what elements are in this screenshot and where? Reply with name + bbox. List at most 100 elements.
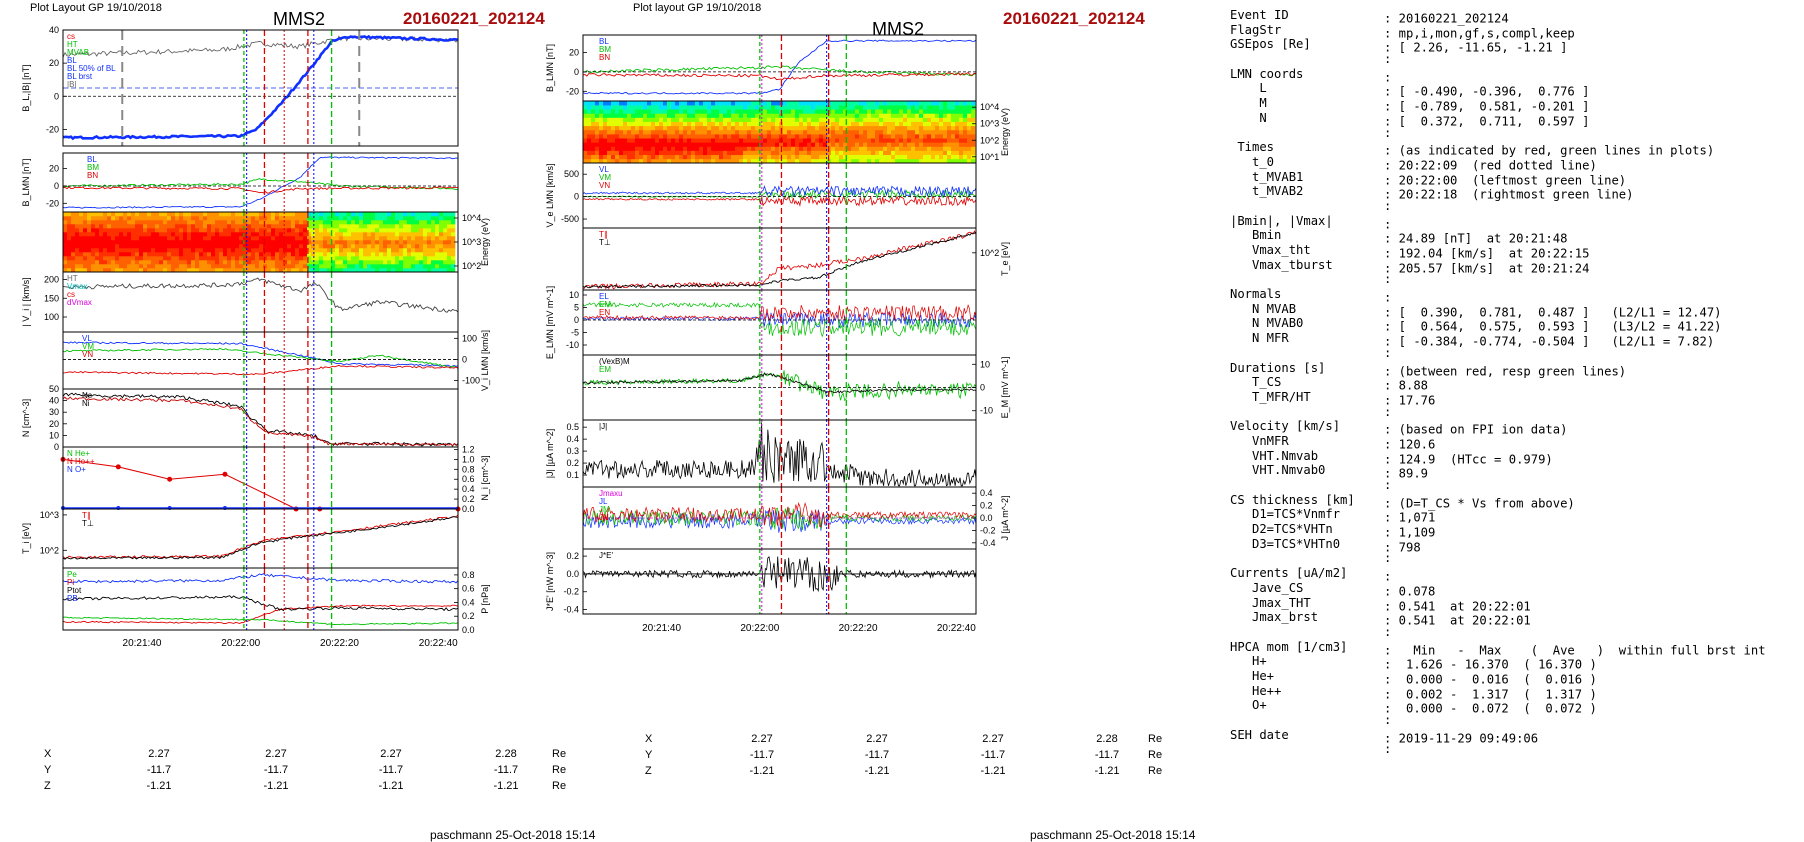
spectrogram-cell	[371, 212, 376, 217]
spectrogram-cell	[407, 260, 412, 265]
spectrogram-cell	[75, 216, 80, 221]
spectrogram-cell	[263, 268, 268, 273]
spectrogram-cell	[955, 146, 960, 151]
spectrogram-cell	[279, 264, 284, 269]
spectrogram-cell	[619, 146, 624, 151]
spectrogram-cell	[591, 105, 596, 110]
spectrogram-cell	[207, 228, 212, 233]
spectrogram-cell	[931, 146, 936, 151]
coord-value: -1.21	[749, 765, 775, 777]
spectrogram-cell	[307, 248, 312, 253]
spectrogram-cell	[107, 228, 112, 233]
spectrogram-cell	[795, 158, 800, 164]
spectrogram-cell	[103, 228, 108, 233]
spectrogram-cell	[859, 142, 864, 147]
spectrogram-cell	[947, 125, 952, 131]
spectrogram-cell	[659, 158, 664, 164]
spectrogram-cell	[275, 232, 280, 237]
spectrogram-cell	[391, 224, 396, 229]
spectrogram-cell	[591, 109, 596, 114]
spectrogram-cell	[323, 216, 328, 221]
coord-value: -11.7	[263, 764, 289, 776]
spectrogram-cell	[783, 150, 788, 156]
spectrogram-cell	[967, 101, 972, 106]
spectrogram-cell	[343, 256, 348, 261]
spectrogram-cell	[823, 105, 828, 110]
coord-value: 2.27	[751, 733, 773, 745]
spectrogram-cell	[823, 125, 828, 131]
spectrogram-cell	[755, 101, 760, 106]
spectrogram-cell	[639, 113, 644, 118]
spectrogram-cell	[631, 101, 636, 106]
spectrogram-cell	[375, 216, 380, 221]
spectrogram-cell	[719, 150, 724, 156]
spectrogram-cell	[239, 232, 244, 237]
spectrogram-cell	[811, 105, 816, 110]
spectrogram-cell	[623, 121, 628, 127]
spectrogram-cell	[371, 240, 376, 245]
spectrogram-cell	[879, 154, 884, 160]
spectrogram-cell	[847, 109, 852, 114]
spectrogram-cell	[803, 101, 808, 106]
spectrogram-cell	[611, 134, 616, 139]
spectrogram-cell	[871, 101, 876, 106]
spectrogram-cell	[359, 220, 364, 225]
spectrogram-cell	[767, 154, 772, 160]
spectrogram-cell	[647, 109, 652, 114]
spectrogram-cell	[587, 150, 592, 156]
legend-entry: VM	[599, 173, 611, 182]
spectrogram-cell	[123, 228, 128, 233]
spectrogram-cell	[663, 150, 668, 156]
spectrogram-cell	[887, 129, 892, 135]
spectrogram-cell	[911, 142, 916, 147]
spectrogram-cell	[615, 146, 620, 151]
spectrogram-cell	[407, 240, 412, 245]
spectrogram-cell	[599, 146, 604, 151]
spectrogram-cell	[199, 248, 204, 253]
report-key: GSEpos [Re]	[1230, 37, 1311, 52]
spectrogram-cell	[807, 125, 812, 131]
report-value: : [ 0.390, 0.781, 0.487 ] (L2/L1 = 12.47…	[1384, 305, 1722, 320]
spectrogram-cell	[903, 105, 908, 110]
coord-value: -11.7	[749, 749, 775, 761]
spectrogram-cell	[151, 264, 156, 269]
spectrogram-cell	[163, 212, 168, 217]
report-key: T_CS	[1230, 375, 1282, 390]
spectrogram-cell	[839, 134, 844, 139]
spectrogram-cell	[587, 105, 592, 110]
spectrogram-cell	[219, 256, 224, 261]
spectrogram-cell	[695, 125, 700, 131]
spectrogram-cell	[247, 268, 252, 273]
spectrogram-cell	[723, 121, 728, 127]
spectrogram-cell	[675, 146, 680, 151]
spectrogram-cell	[295, 236, 300, 241]
spectrogram-cell	[599, 150, 604, 156]
spectrogram-cell	[599, 138, 604, 143]
legend-entry: VM	[82, 342, 94, 351]
spectrogram-cell	[71, 244, 76, 249]
spectrogram-cell	[919, 121, 924, 127]
spectrogram-cell	[275, 212, 280, 217]
spectrogram-cell	[243, 228, 248, 233]
report-key: T_MFR/HT	[1230, 389, 1311, 404]
spectrogram-cell	[135, 240, 140, 245]
spectrogram-cell	[771, 113, 776, 118]
spectrogram-cell	[371, 244, 376, 249]
spectrogram-cell	[167, 232, 172, 237]
spectrogram-cell	[195, 228, 200, 233]
spectrogram-cell	[211, 264, 216, 269]
spectrogram-cell	[435, 240, 440, 245]
legend-entry: EM	[599, 365, 611, 374]
spectrogram-cell	[187, 256, 192, 261]
spectrogram-cell	[111, 212, 116, 217]
spectrogram-cell	[427, 228, 432, 233]
spectrogram-cell	[327, 240, 332, 245]
spectrogram-cell	[443, 220, 448, 225]
spectrogram-cell	[291, 240, 296, 245]
report-value: : [ 0.372, 0.711, 0.597 ]	[1384, 114, 1590, 129]
spectrogram-cell	[619, 125, 624, 131]
spectrogram-cell	[439, 240, 444, 245]
report-value: : 24.89 [nT] at 20:21:48	[1384, 232, 1568, 247]
report-key: t_MVAB1	[1230, 169, 1304, 184]
spectrogram-cell	[923, 158, 928, 164]
